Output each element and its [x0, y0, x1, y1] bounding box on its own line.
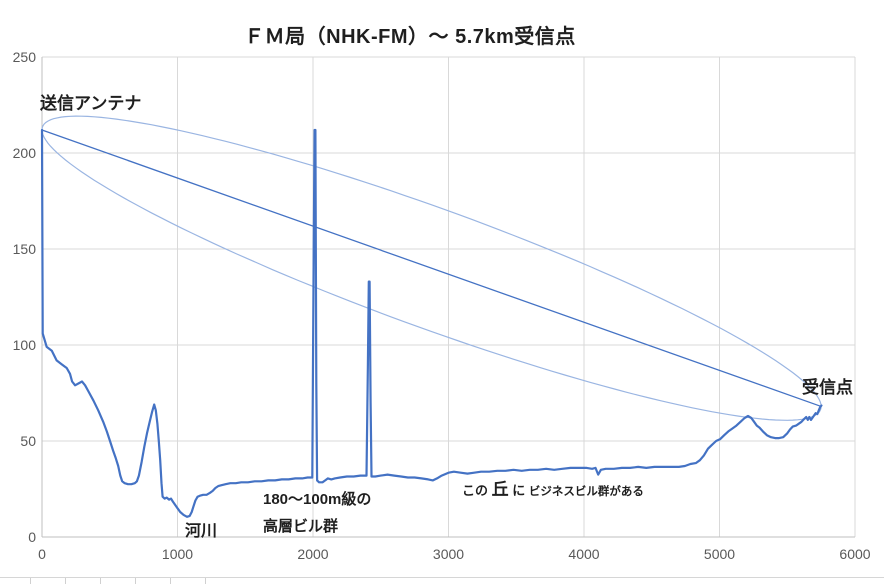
x-axis-tick-label: 2000 — [297, 546, 329, 562]
annotation-hill-business-buildings: この 丘 に ビジネスビル群がある — [462, 475, 644, 500]
x-axis-tick-label: 3000 — [432, 546, 465, 562]
hill-text-1: この — [462, 483, 489, 498]
x-axis-tick-label: 5000 — [703, 546, 736, 562]
x-axis-tick-label: 4000 — [568, 546, 600, 562]
worksheet-column-border — [65, 578, 66, 584]
y-axis-tick-label: 50 — [20, 433, 36, 449]
y-axis-tick-label: 200 — [12, 145, 36, 161]
y-axis-tick-label: 100 — [12, 337, 36, 353]
terrain-profile-line — [40, 128, 823, 518]
hill-text-4: ビジネスビル群がある — [528, 486, 644, 498]
line-of-sight — [41, 129, 822, 408]
worksheet-column-border — [100, 578, 101, 584]
worksheet-column-border — [205, 578, 206, 584]
y-axis-tick-label: 150 — [12, 241, 36, 257]
worksheet-column-border — [135, 578, 136, 584]
annotation-highrise-buildings: 180～100m級の 高層ビル群 — [263, 486, 371, 540]
annotation-highrise-line1: 180～100m級の — [263, 491, 372, 508]
annotation-river: 河川 — [185, 523, 218, 540]
x-axis-tick-label: 1000 — [161, 546, 194, 562]
annotation-highrise-line2: 高層ビル群 — [263, 518, 339, 535]
x-axis-tick-label: 0 — [38, 546, 46, 562]
y-axis-tick-label: 250 — [12, 49, 36, 65]
hill-text-2: 丘 — [491, 480, 509, 499]
chart-title: ＦＭ局（NHK-FM）～ 5.7km受信点 — [244, 26, 576, 48]
worksheet-column-border — [30, 578, 31, 584]
x-axis-tick-label: 6000 — [839, 546, 871, 562]
annotation-reception-point: 受信点 — [802, 378, 853, 397]
worksheet-column-border — [170, 578, 171, 584]
worksheet-gridline — [0, 577, 884, 578]
annotation-transmit-antenna: 送信アンテナ — [40, 94, 142, 113]
hill-text-3: に — [512, 483, 526, 498]
y-axis-tick-label: 0 — [28, 529, 36, 545]
